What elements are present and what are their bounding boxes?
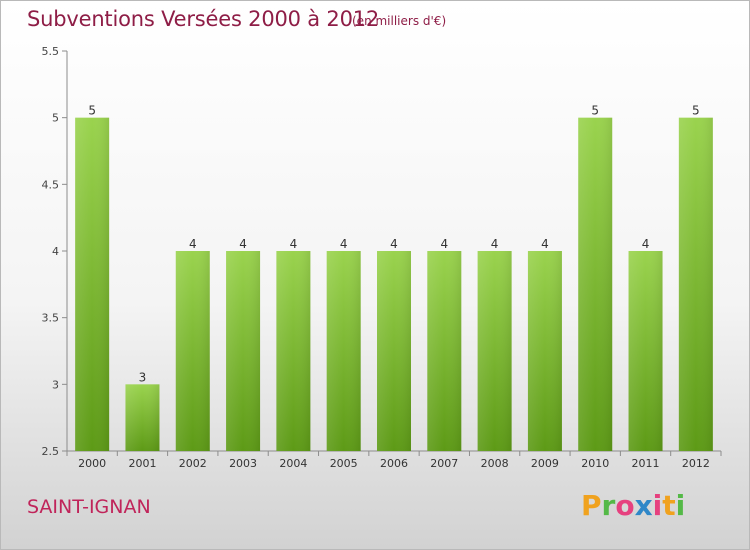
- logo-letter: i: [652, 489, 663, 522]
- data-label: 4: [290, 237, 298, 251]
- data-label: 5: [591, 104, 599, 118]
- y-tick-label: 2.5: [42, 445, 60, 458]
- data-labels: 5 3 4 4 4 4 4 4 4 4 5 4 5: [88, 104, 699, 385]
- bar-shine: [175, 251, 210, 451]
- y-tick-label: 4.5: [42, 178, 60, 191]
- y-tick-label: 4: [52, 245, 59, 258]
- logo-letter: i: [675, 489, 686, 522]
- chart-subtitle: (en milliers d'€): [352, 14, 447, 28]
- axes: 2.5 3 3.5 4 4.5 5 5.5 2000 2001 2002 2003 2004 2005 2…: [42, 45, 722, 470]
- x-tick-label: 2001: [128, 457, 156, 470]
- chart-title: Subventions Versées 2000 à 2012: [27, 7, 380, 31]
- bar-shine: [427, 251, 462, 451]
- x-tick-label: 2009: [531, 457, 559, 470]
- y-tick-label: 5: [52, 112, 59, 125]
- logo-letter: t: [662, 489, 676, 522]
- bar-shine: [678, 117, 713, 452]
- bar-shine: [377, 251, 411, 451]
- bar-shine: [527, 251, 562, 451]
- x-tick-label: 2005: [330, 457, 358, 470]
- x-tick-label: 2011: [632, 457, 660, 470]
- bar-shine: [226, 251, 261, 451]
- x-tick-label: 2007: [430, 457, 458, 470]
- data-label: 4: [642, 237, 650, 251]
- bar-shine: [125, 384, 160, 451]
- x-tick-label: 2002: [179, 457, 207, 470]
- commune-name: SAINT-IGNAN: [27, 496, 151, 518]
- y-tick-label: 3.5: [42, 312, 60, 325]
- data-label: 3: [139, 370, 147, 384]
- bar-shine: [75, 117, 110, 452]
- data-label: 4: [440, 237, 448, 251]
- data-label: 4: [239, 237, 247, 251]
- data-label: 5: [88, 104, 96, 118]
- x-tick-label: 2006: [380, 457, 408, 470]
- y-tick-label: 5.5: [42, 45, 60, 58]
- data-label: 4: [541, 237, 549, 251]
- x-tick-label: 2004: [279, 457, 307, 470]
- x-tick-label: 2010: [581, 457, 609, 470]
- y-tick-label: 3: [52, 378, 59, 391]
- data-label: 4: [491, 237, 499, 251]
- proxiti-logo: Proxiti: [581, 489, 685, 522]
- data-label: 4: [189, 237, 197, 251]
- data-label: 4: [390, 237, 398, 251]
- data-label: 4: [340, 237, 348, 251]
- bar-shine: [326, 251, 361, 451]
- bar-shine: [628, 251, 663, 451]
- bars: [75, 117, 713, 452]
- logo-letter: P: [581, 489, 602, 522]
- x-tick-label: 2003: [229, 457, 257, 470]
- logo-letter: x: [634, 489, 653, 522]
- logo-letter: r: [601, 489, 616, 522]
- x-tick-label: 2012: [682, 457, 710, 470]
- logo-letter: o: [615, 489, 635, 522]
- bar-shine: [477, 251, 512, 451]
- data-label: 5: [692, 104, 700, 118]
- x-tick-label: 2008: [481, 457, 509, 470]
- bar-shine: [578, 117, 613, 452]
- x-tick-label: 2000: [78, 457, 106, 470]
- bar-shine: [276, 251, 311, 451]
